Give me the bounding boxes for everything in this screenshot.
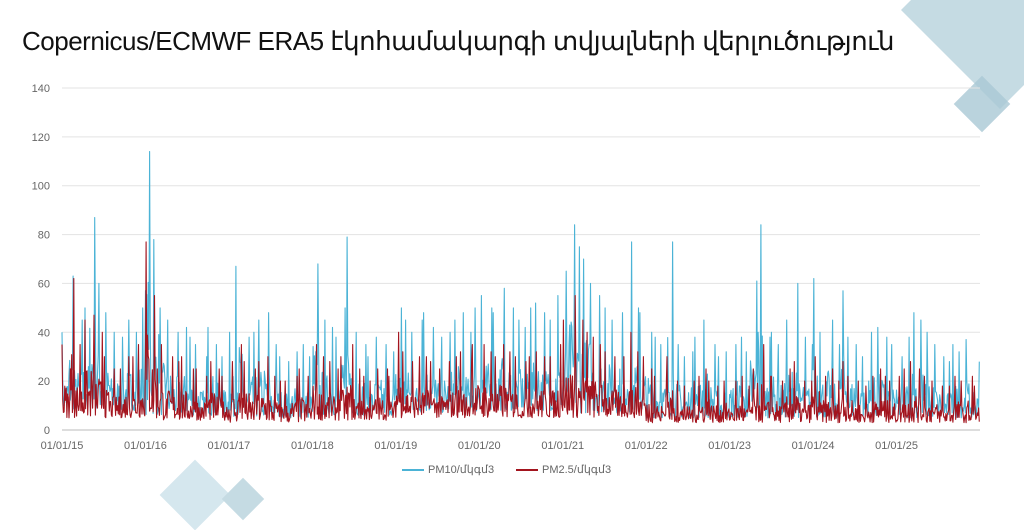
y-tick-label: 100	[32, 181, 50, 193]
y-tick-label: 120	[32, 132, 50, 144]
legend-item-pm25: PM2.5/մկգմ3	[516, 463, 611, 476]
y-tick-label: 20	[38, 376, 50, 388]
line-chart: 0 20 40 60 80 100 120 140 01/01/15 01/01/16 01/01/…	[32, 83, 980, 452]
legend-label: PM10/մկգմ3	[428, 464, 495, 476]
series-line-pm10	[61, 150, 980, 419]
x-tick-label: 01/01/24	[792, 440, 835, 452]
legend-label: PM2.5/մկգմ3	[542, 464, 612, 476]
slide-title: Copernicus/ECMWF ERA5 էկոհամակարգի տվյալ…	[22, 26, 894, 56]
x-tick-label: 01/01/16	[124, 440, 167, 452]
x-tick-label: 01/01/19	[374, 440, 417, 452]
x-tick-label: 01/01/18	[291, 440, 334, 452]
legend-swatch	[516, 468, 538, 471]
y-tick-label: 140	[32, 83, 50, 95]
legend-swatch	[402, 468, 424, 471]
x-tick-label: 01/01/22	[625, 440, 668, 452]
x-tick-label: 01/01/17	[207, 440, 250, 452]
series-line-pm25	[61, 241, 980, 424]
x-tick-label: 01/01/20	[458, 440, 501, 452]
legend-item-pm10: PM10/մկգմ3	[402, 463, 494, 476]
x-tick-label: 01/01/15	[41, 440, 84, 452]
y-tick-label: 60	[38, 278, 50, 290]
x-tick-label: 01/01/21	[541, 440, 584, 452]
y-tick-label: 80	[38, 230, 50, 242]
y-tick-label: 40	[38, 327, 50, 339]
x-tick-label: 01/01/23	[708, 440, 751, 452]
x-tick-label: 01/01/25	[875, 440, 918, 452]
y-tick-label: 0	[44, 425, 50, 437]
